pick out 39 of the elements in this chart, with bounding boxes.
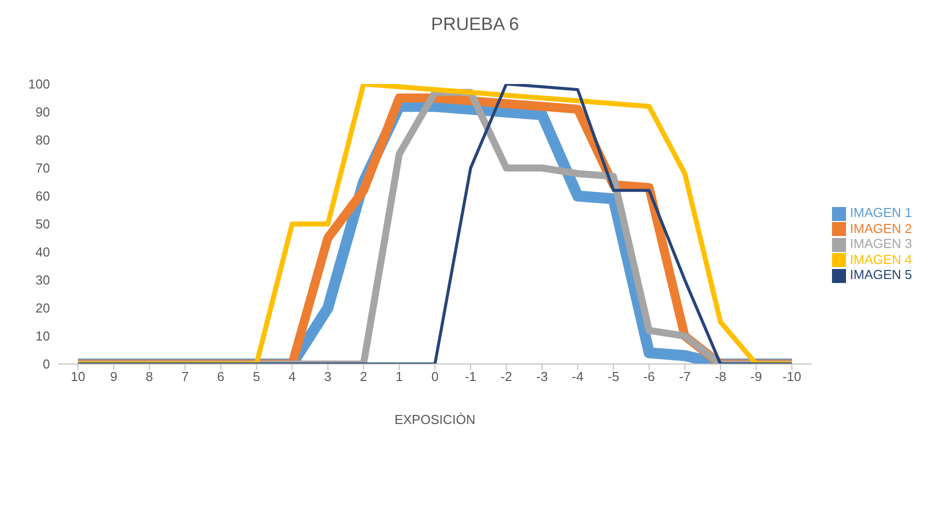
y-tick-label: 60 (36, 188, 50, 204)
y-tick-label: 100 (28, 76, 50, 92)
legend-label: IMAGEN 4 (850, 252, 912, 267)
y-tick-label: 90 (36, 104, 50, 120)
y-tick-label: 70 (36, 160, 50, 176)
legend-label: IMAGEN 1 (850, 205, 912, 220)
x-tick-label: 0 (431, 369, 439, 384)
legend-label: IMAGEN 3 (850, 236, 912, 252)
x-tick-label: 2 (360, 369, 368, 384)
legend-label: IMAGEN 5 (850, 267, 912, 282)
x-tick-label: 4 (288, 369, 296, 384)
y-tick-label: 0 (42, 356, 50, 372)
y-tick-label: 20 (36, 300, 50, 316)
x-tick-label: 9 (110, 369, 118, 384)
x-tick-label: -8 (714, 369, 726, 384)
x-tick-label: -6 (643, 369, 655, 384)
x-tick-label: 1 (396, 369, 403, 384)
y-tick-label: 40 (36, 244, 50, 260)
x-tick-label: -1 (464, 369, 476, 384)
y-tick-label: 50 (36, 216, 50, 232)
x-tick-label: -7 (679, 369, 691, 384)
x-tick-label: -4 (572, 369, 584, 384)
x-tick-label: -9 (750, 369, 762, 384)
x-tick-label: 10 (70, 369, 86, 384)
y-tick-label: 30 (36, 272, 50, 288)
legend-label: IMAGEN 2 (850, 220, 912, 236)
x-tick-label: 5 (252, 369, 260, 384)
x-tick-label: 7 (181, 369, 189, 384)
x-tick-label: -3 (536, 369, 548, 384)
x-tick-label: 8 (146, 369, 154, 384)
x-tick-label: -2 (500, 369, 512, 384)
x-tick-label: 6 (217, 369, 224, 384)
x-tick-label: -10 (782, 369, 802, 384)
y-tick-label: 10 (36, 328, 50, 344)
chart-title: PRUEBA 6 (430, 14, 520, 36)
y-tick-label: 80 (36, 132, 50, 148)
x-tick-label: 3 (324, 369, 332, 384)
x-axis-title: EXPOSICIÒN (394, 412, 476, 427)
x-tick-label: -5 (608, 369, 620, 384)
